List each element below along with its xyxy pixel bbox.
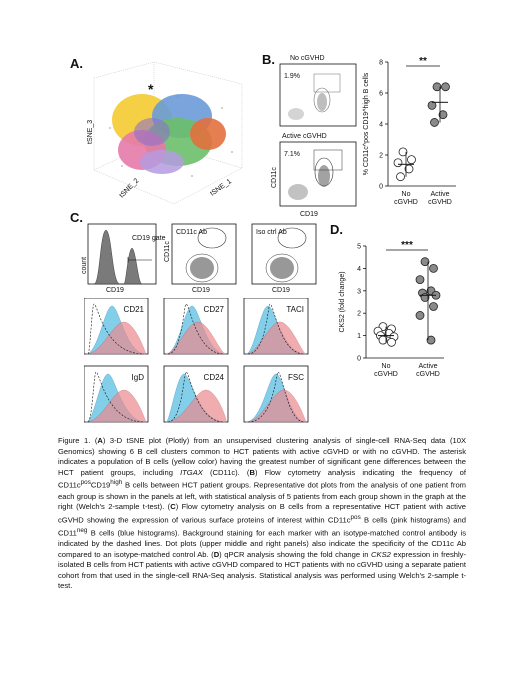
significance-stars: ** [419, 56, 427, 67]
histogram-label: IgD [132, 373, 145, 382]
category-label: cGVHD [428, 199, 452, 206]
y-tick-label: 4 [379, 122, 383, 129]
b-yaxis-label: CD11c [271, 167, 278, 188]
data-point [398, 147, 408, 157]
data-point [432, 82, 442, 92]
pink-histogram [165, 321, 227, 355]
histogram-fsc: FSC [243, 365, 309, 423]
pink-histogram [245, 389, 307, 423]
tsne3-label: tSNE_3 [87, 120, 94, 144]
panel-c-label: C. [70, 210, 83, 225]
panel-d-label: D. [330, 222, 343, 237]
c-top-xaxis-3: CD19 [272, 287, 290, 294]
category-label: No [382, 363, 391, 370]
y-tick-label: 6 [379, 91, 383, 98]
dotplot-active-cgvhd [288, 149, 343, 200]
category-label: Active [418, 363, 437, 370]
active-cgvhd-percent: 7.1% [284, 151, 300, 158]
data-point [429, 264, 438, 273]
cd11c-ab-dotplot [171, 223, 237, 285]
cd11c-ab-label: CD11c Ab [176, 229, 207, 236]
category-label: Active [430, 191, 449, 198]
y-axis-title: CKS2 (fold change) [339, 271, 346, 332]
histogram-cd21: CD21 [84, 298, 149, 355]
data-point [430, 118, 439, 127]
histogram-label: CD24 [204, 373, 225, 382]
asterisk-marker: * [148, 81, 154, 97]
y-tick-label: 1 [357, 333, 361, 340]
y-axis-title: % CD11c^pos CD19^high B cells [363, 72, 370, 175]
panel-b-dotplots: No cGVHD 1.9% Active cGVHD 7.1% CD11c CD… [271, 55, 357, 218]
category-label: No [402, 191, 411, 198]
y-tick-label: 2 [379, 153, 383, 160]
y-tick-label: 4 [357, 266, 361, 273]
pink-histogram [85, 321, 147, 355]
b-xaxis-label: CD19 [300, 211, 318, 218]
y-tick-label: 5 [357, 244, 361, 251]
histogram-label: CD27 [204, 305, 225, 314]
isotype-dashed-line [247, 303, 305, 355]
y-tick-label: 3 [357, 288, 361, 295]
data-point [426, 335, 436, 345]
data-point [429, 302, 438, 311]
pink-histogram [85, 389, 147, 423]
histogram-label: TACI [286, 305, 304, 314]
figure-caption: Figure 1. (A) 3-D tSNE plot (Plotly) fro… [58, 436, 467, 591]
dotplot-no-cgvhd [288, 73, 341, 120]
c-top-xaxis-2: CD19 [192, 287, 210, 294]
c-top-yaxis-2: CD11c [164, 241, 171, 262]
iso-ctrl-label: Iso ctrl Ab [256, 229, 287, 236]
tsne-clusters [109, 94, 233, 177]
data-point [387, 337, 396, 347]
histogram-label: FSC [288, 373, 304, 382]
histogram-cd27: CD27 [163, 298, 229, 355]
y-tick-label: 0 [357, 356, 361, 363]
panel-c-histograms: CD21 CD27 TACI IgD CD24 FSC [84, 298, 309, 423]
pink-histogram [245, 321, 307, 355]
histogram-cd24: CD24 [163, 365, 229, 423]
y-tick-label: 2 [357, 311, 361, 318]
panel-b-label: B. [262, 52, 275, 67]
histogram-label: CD21 [124, 305, 145, 314]
panel-c-top-row: CD19 gate count CD19 CD11c Ab CD11c CD19… [81, 223, 317, 294]
data-point [415, 311, 425, 320]
data-point [441, 82, 450, 92]
cd19-gate-histogram [87, 223, 157, 285]
category-label: cGVHD [374, 371, 398, 378]
data-point [396, 172, 405, 182]
tsne-3d-plot: * tSNE_3 tSNE_2 tSNE_1 [87, 61, 243, 205]
data-point [393, 158, 403, 168]
pink-histogram [165, 389, 227, 423]
tsne1-label: tSNE_1 [209, 178, 233, 198]
histogram-taci: TACI [243, 298, 309, 355]
data-point [415, 275, 425, 284]
active-cgvhd-title: Active cGVHD [282, 133, 327, 140]
category-label: cGVHD [416, 371, 440, 378]
no-cgvhd-percent: 1.9% [284, 73, 300, 80]
data-point [407, 155, 416, 165]
data-point [438, 110, 448, 120]
iso-ctrl-dotplot [251, 223, 317, 285]
isotype-dashed-line [87, 303, 145, 355]
y-tick-label: 0 [379, 184, 383, 191]
isotype-dashed-line [247, 371, 305, 423]
isotype-dashed-line [87, 371, 145, 423]
data-point [427, 101, 437, 110]
data-point [420, 257, 430, 267]
histogram-igd: IgD [84, 365, 149, 423]
y-tick-label: 8 [379, 60, 383, 67]
significance-stars: *** [401, 240, 413, 251]
data-point [404, 164, 414, 174]
no-cgvhd-title: No cGVHD [290, 55, 325, 62]
tsne2-label: tSNE_2 [118, 177, 140, 199]
category-label: cGVHD [394, 199, 418, 206]
cd19-gate-label: CD19 gate [132, 235, 166, 242]
count-axis-label: count [81, 257, 88, 274]
panel-a-label: A. [70, 56, 83, 71]
c-top-xaxis-1: CD19 [106, 287, 124, 294]
